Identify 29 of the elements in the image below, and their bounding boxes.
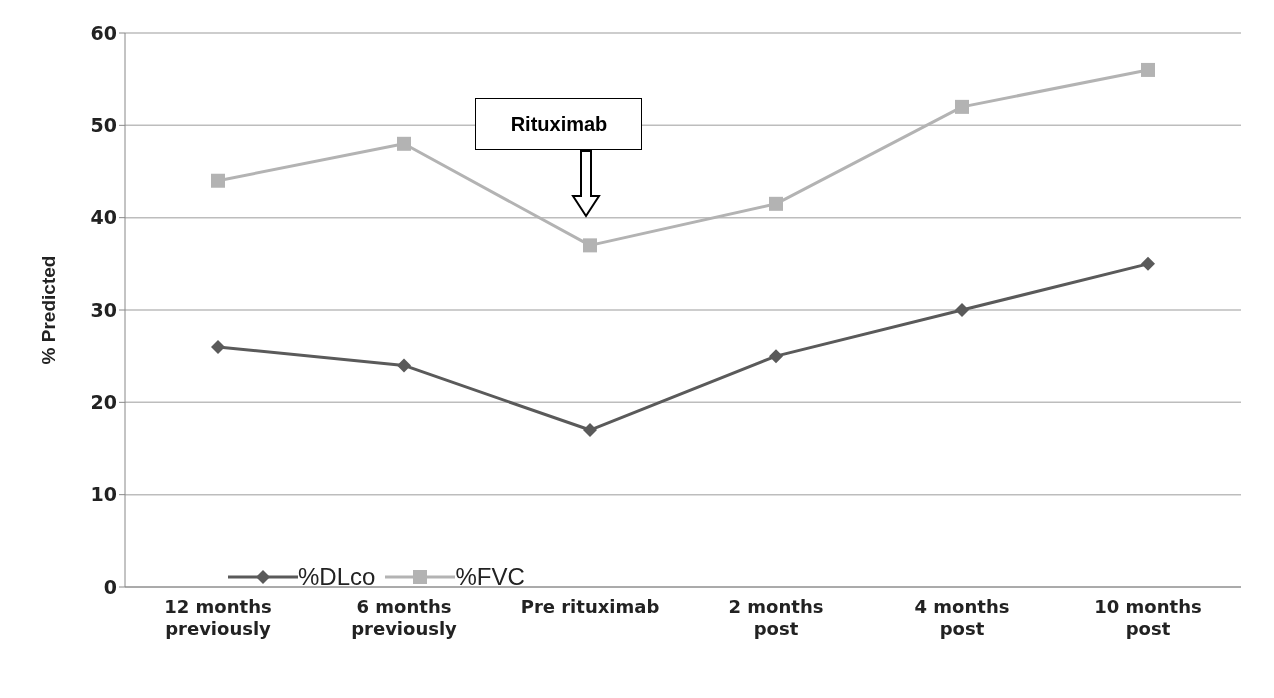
y-tick-label: 30 (90, 298, 117, 321)
x-tick-label: 4 months post (914, 596, 1010, 639)
x-tick-label: 10 months post (1094, 596, 1202, 639)
point (211, 339, 225, 354)
legend-label: %FVC (455, 563, 525, 591)
y-tick-label: 40 (90, 206, 117, 229)
y-tick-label: 0 (103, 575, 117, 598)
point (583, 423, 597, 438)
point (955, 99, 969, 114)
y-tick-label: 50 (90, 114, 117, 137)
point (1141, 256, 1155, 271)
x-tick-label: 12 months previously (164, 596, 272, 639)
point (1141, 62, 1155, 77)
point (397, 136, 411, 151)
x-tick-label: Pre rituximab (520, 596, 660, 617)
point (955, 303, 969, 317)
y-tick-label: 60 (90, 21, 117, 44)
point (583, 238, 597, 253)
y-tick-label: 10 (90, 483, 117, 506)
point (397, 358, 411, 373)
legend-label: %DLco (298, 563, 376, 591)
point (211, 173, 225, 188)
point (769, 349, 783, 364)
y-tick-label: 20 (90, 391, 117, 414)
x-tick-label: 2 months post (728, 596, 824, 639)
point (769, 196, 783, 211)
y-axis-title: % Predicted (37, 255, 59, 365)
x-tick-label: 6 months previously (351, 596, 458, 639)
annotation: Rituximab (510, 113, 608, 136)
